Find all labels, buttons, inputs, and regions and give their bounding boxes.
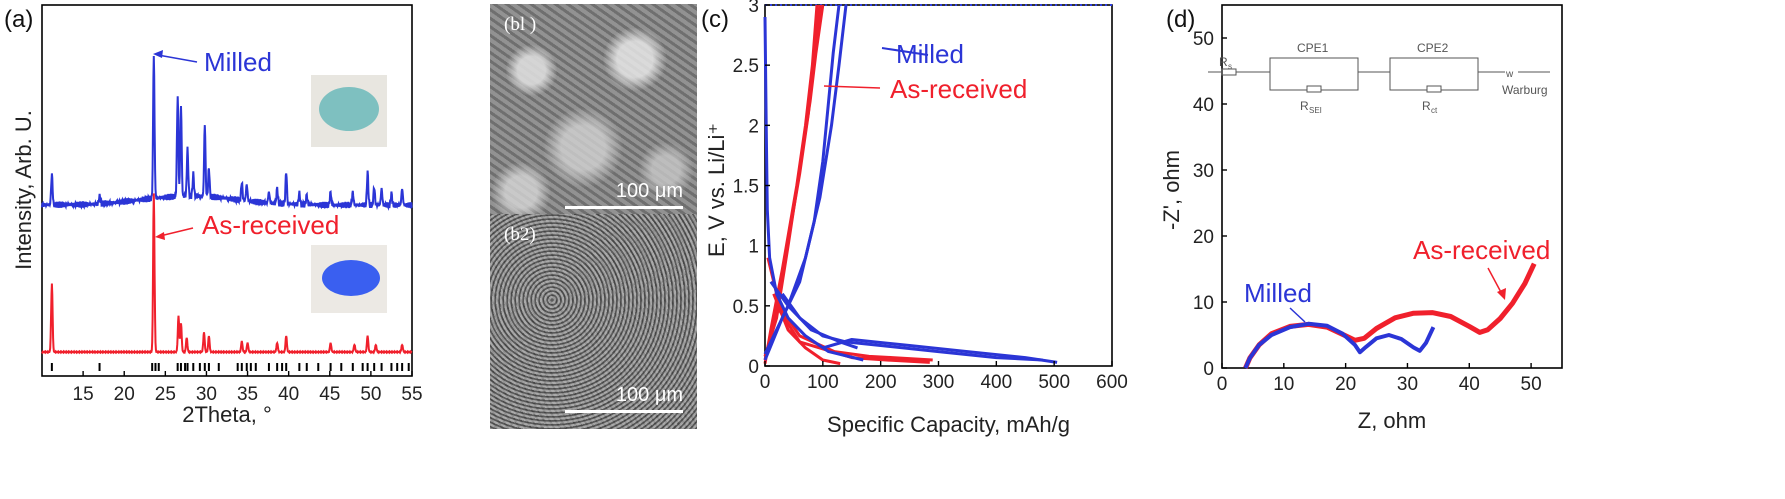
photo-asreceived-powder: [322, 260, 380, 296]
plot-frame: [41, 4, 413, 377]
scale-bar-bottom: [565, 410, 683, 413]
annotation-as-received: As-received: [202, 210, 339, 240]
x-axis-label: 2Theta, °: [182, 402, 272, 427]
xrd-series-as-received: [41, 193, 413, 355]
x-tick-label: 50: [1521, 374, 1542, 395]
x-axis-label: Z, ohm: [1358, 408, 1426, 433]
circuit-label-cpe2: CPE2: [1417, 41, 1449, 55]
legend-arrow-milled: [881, 47, 929, 56]
circuit-rct: [1426, 85, 1442, 93]
circuit-label-rsei-r: R: [1300, 99, 1309, 113]
scale-bar-label-top: 100 μm: [615, 180, 683, 202]
x-tick-label: 20: [114, 384, 135, 405]
plot-frame: [1221, 4, 1563, 369]
circuit-label-warburg: Warburg: [1502, 83, 1548, 97]
annotation-arrow-milled: [157, 54, 198, 63]
x-tick-label: 40: [278, 384, 299, 405]
xrd-series-milled: [41, 55, 413, 211]
sem-texture-fine: [490, 214, 697, 429]
photo-milled-powder: [319, 87, 379, 131]
panel-a: Milled As-received 15 20 25 30 35 40 45 50 55 2Thet…: [0, 0, 440, 499]
voltage-capacity-chart: 0 100 200 300 400 500 600 0 0.5 1 1.5 2 2.5 3 Milled As…: [701, 0, 1128, 437]
y-tick-label: 3: [748, 0, 759, 17]
scale-bar-top: [565, 206, 683, 209]
y-tick-label: 40: [1193, 95, 1214, 116]
x-tick-label: 200: [865, 372, 897, 393]
y-axis-label: Intensity, Arb. U.: [11, 110, 36, 270]
y-tick-label: 0: [748, 357, 759, 378]
xrd-chart: Milled As-received 15 20 25 30 35 40 45 50 55 2Thet…: [4, 4, 423, 427]
x-axis-label: Specific Capacity, mAh/g: [827, 412, 1070, 437]
circuit-label-r: R: [1219, 55, 1228, 69]
nyquist-milled: [1243, 321, 1436, 369]
circuit-label-s: s: [1228, 62, 1232, 71]
y-tick-label: 1: [748, 237, 759, 258]
sem-image-top: (bl ) 100 μm: [490, 4, 697, 225]
y-tick-label: 0.5: [733, 297, 759, 318]
circuit-label-rct-sub: ct: [1431, 106, 1438, 115]
panel-label-c: (c): [701, 6, 729, 33]
y-tick-label: 20: [1193, 227, 1214, 248]
circuit-loop2: [1389, 57, 1479, 91]
panel-label-b1: (bl ): [504, 14, 537, 35]
circuit-label-cpe1: CPE1: [1297, 41, 1329, 55]
y-tick-label: 0: [1203, 359, 1214, 380]
curve-milled: [769, 280, 858, 350]
x-tick-label: 0: [760, 372, 771, 393]
annotation-milled: Milled: [1244, 278, 1312, 308]
x-tick-label: 600: [1096, 372, 1128, 393]
panel-c: 0 100 200 300 400 500 600 0 0.5 1 1.5 2 2.5 3 Milled As…: [700, 0, 1160, 499]
annotation-arrow-as-received: [159, 227, 194, 237]
x-tick-label: 10: [1273, 374, 1294, 395]
x-tick-label: 25: [155, 384, 176, 405]
annotation-arrowhead-as-received: [155, 232, 165, 240]
annotation-milled: Milled: [204, 47, 272, 77]
x-tick-label: 500: [1038, 372, 1070, 393]
x-tick-label: 30: [1397, 374, 1418, 395]
panel-label-a: (a): [4, 6, 33, 33]
annotation-arrowhead-as-received: [1497, 288, 1506, 300]
x-tick-label: 20: [1335, 374, 1356, 395]
panel-label-b2: (b2): [504, 224, 536, 245]
y-tick-label: 10: [1193, 293, 1214, 314]
sem-image-bottom: (b2) 100 μm: [490, 214, 697, 429]
x-tick-label: 300: [923, 372, 955, 393]
x-tick-label: 100: [807, 372, 839, 393]
annotation-arrowhead-milled: [153, 50, 163, 58]
scale-bar-label-bottom: 100 μm: [615, 384, 683, 406]
legend-milled: Milled: [896, 39, 964, 69]
y-tick-label: 30: [1193, 161, 1214, 182]
circuit-rsei: [1306, 85, 1322, 93]
x-tick-label: 35: [237, 384, 258, 405]
x-tick-label: 400: [980, 372, 1012, 393]
annotation-as-received: As-received: [1413, 235, 1550, 265]
y-axis-label: -Z', ohm: [1160, 150, 1184, 230]
circuit-label-rct-r: R: [1422, 99, 1431, 113]
curve-as-received: [763, 4, 825, 357]
curve-milled: [763, 16, 864, 362]
x-tick-label: 55: [401, 384, 422, 405]
x-tick-label: 45: [319, 384, 340, 405]
circuit-loop1: [1269, 57, 1359, 91]
y-tick-label: 1.5: [733, 177, 759, 198]
x-tick-label: 0: [1217, 374, 1228, 395]
y-tick-label: 2.5: [733, 56, 759, 77]
annotation-arrow-milled: [1289, 307, 1306, 323]
sem-texture-coarse: [490, 4, 697, 225]
legend-as-received: As-received: [890, 74, 1027, 104]
y-tick-label: 50: [1193, 29, 1214, 50]
y-tick-label: 2: [748, 116, 759, 137]
panel-label-d: (d): [1166, 6, 1195, 33]
curve-milled: [781, 292, 1043, 362]
legend-arrow-as-received: [823, 85, 881, 89]
y-axis-label: E, V vs. Li/Li⁺: [704, 123, 729, 257]
x-tick-label: 15: [73, 384, 94, 405]
circuit-w-symbol: w: [1505, 69, 1514, 80]
x-tick-label: 40: [1459, 374, 1480, 395]
circuit-label-rsei-sub: SEI: [1309, 106, 1322, 115]
x-tick-label: 30: [196, 384, 217, 405]
x-tick-label: 50: [360, 384, 381, 405]
